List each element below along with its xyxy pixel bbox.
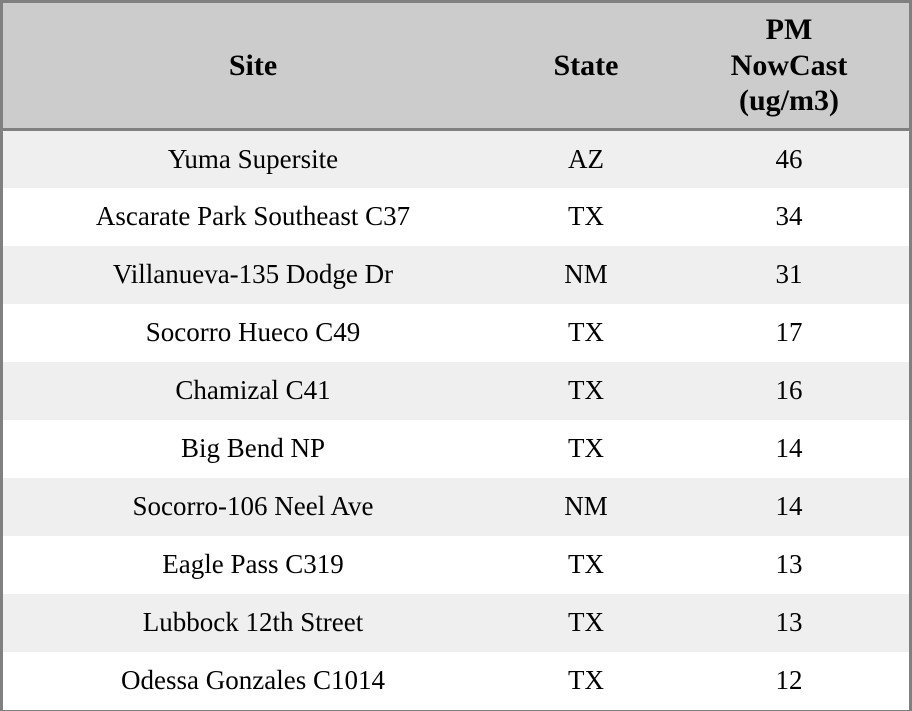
column-header-state: State: [503, 3, 669, 131]
table-row: Big Bend NP TX 14: [3, 419, 909, 478]
cell-pm-nowcast: 16: [775, 375, 803, 405]
cell-state: TX: [568, 433, 604, 463]
table-row: Socorro Hueco C49 TX 17: [3, 303, 909, 362]
table-row: Lubbock 12th Street TX 13: [3, 593, 909, 652]
table-body: Yuma Supersite AZ 46 Ascarate Park Southeas…: [3, 129, 909, 710]
cell-pm-nowcast: 12: [775, 665, 803, 695]
cell-site: Ascarate Park Southeast C37: [95, 201, 411, 231]
table-row: Eagle Pass C319 TX 13: [3, 535, 909, 594]
cell-site: Eagle Pass C319: [162, 549, 344, 579]
cell-state: TX: [568, 375, 604, 405]
cell-pm-nowcast: 46: [775, 143, 803, 174]
column-header-site-label: Site: [228, 48, 278, 82]
table-row: Yuma Supersite AZ 46: [3, 129, 909, 188]
cell-state: TX: [568, 549, 604, 579]
cell-pm-nowcast: 14: [775, 491, 803, 521]
cell-state: NM: [564, 259, 608, 289]
cell-pm-nowcast: 34: [775, 201, 803, 231]
cell-state: TX: [568, 607, 604, 637]
table-header: Site State PM NowCast (ug/m3): [3, 3, 909, 131]
cell-site: Socorro-106 Neel Ave: [132, 491, 374, 521]
column-header-pm-nowcast-line1: PM: [765, 13, 813, 47]
cell-state: TX: [568, 317, 604, 347]
pm-nowcast-table: Site State PM NowCast (ug/m3) Yuma Super…: [3, 3, 909, 710]
cell-state: TX: [568, 665, 604, 695]
column-header-pm-nowcast-line2: NowCast: [730, 48, 848, 82]
cell-pm-nowcast: 31: [775, 259, 803, 289]
column-header-state-label: State: [553, 48, 619, 82]
cell-site: Odessa Gonzales C1014: [121, 665, 385, 695]
cell-site: Big Bend NP: [180, 433, 326, 463]
table-row: Ascarate Park Southeast C37 TX 34: [3, 187, 909, 246]
header-row: Site State PM NowCast (ug/m3): [3, 3, 909, 131]
cell-site: Lubbock 12th Street: [142, 607, 364, 637]
cell-site: Yuma Supersite: [167, 143, 339, 174]
cell-pm-nowcast: 17: [775, 317, 803, 347]
cell-state: AZ: [568, 143, 604, 174]
cell-state: NM: [564, 491, 608, 521]
table-row: Villanueva-135 Dodge Dr NM 31: [3, 245, 909, 304]
column-header-site: Site: [3, 3, 503, 131]
column-header-pm-nowcast-line3: (ug/m3): [739, 84, 839, 118]
table-row: Odessa Gonzales C1014 TX 12: [3, 651, 909, 710]
cell-pm-nowcast: 13: [775, 607, 803, 637]
cell-site: Socorro Hueco C49: [145, 317, 361, 347]
table-row: Chamizal C41 TX 16: [3, 361, 909, 420]
table-row: Socorro-106 Neel Ave NM 14: [3, 477, 909, 536]
cell-pm-nowcast: 14: [775, 433, 803, 463]
cell-state: TX: [568, 201, 604, 231]
cell-pm-nowcast: 13: [775, 549, 803, 579]
cell-site: Villanueva-135 Dodge Dr: [112, 259, 394, 289]
cell-site: Chamizal C41: [175, 375, 331, 405]
column-header-pm-nowcast: PM NowCast (ug/m3): [669, 3, 909, 131]
